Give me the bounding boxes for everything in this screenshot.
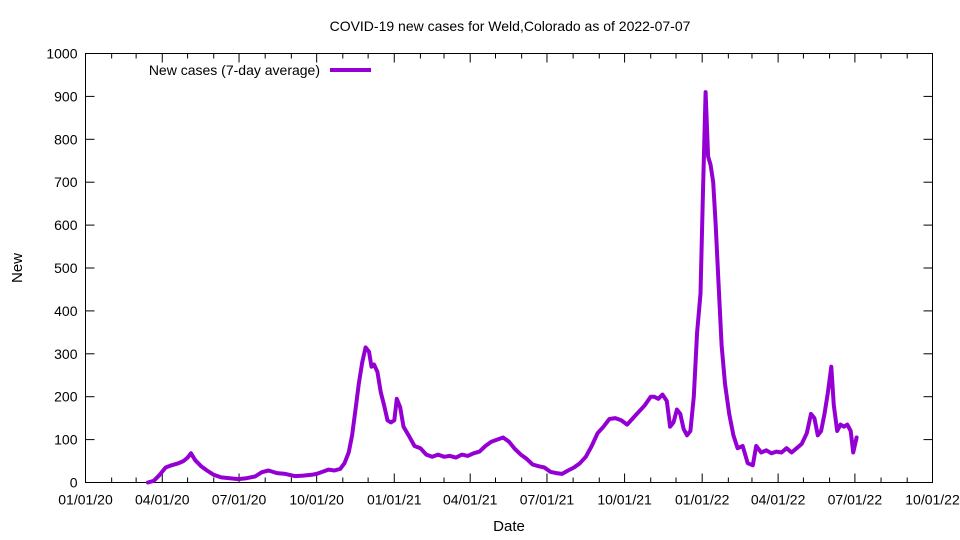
y-tick-label: 200	[54, 389, 78, 405]
y-tick-label: 500	[54, 260, 78, 276]
y-tick-label: 800	[54, 131, 78, 147]
x-tick-label: 10/01/20	[289, 492, 344, 508]
y-tick-label: 700	[54, 174, 78, 190]
x-tick-label: 07/01/22	[828, 492, 883, 508]
chart-title: COVID-19 new cases for Weld,Colorado as …	[330, 18, 691, 34]
plot-frame	[85, 53, 933, 483]
x-tick-label: 04/01/22	[751, 492, 806, 508]
x-tick-label: 01/01/22	[675, 492, 730, 508]
x-axis-ticks: 01/01/20 04/01/20 07/01/20 10/01/20 01/01/21…	[58, 53, 960, 508]
x-axis-title: Date	[493, 518, 525, 535]
y-tick-label: 600	[54, 217, 78, 233]
x-tick-label: 04/01/20	[135, 492, 190, 508]
series-line-new-cases	[145, 90, 859, 485]
y-tick-label: 1000	[46, 46, 77, 62]
x-tick-label: 04/01/21	[443, 492, 498, 508]
x-tick-label: 07/01/21	[520, 492, 575, 508]
y-tick-label: 300	[54, 346, 78, 362]
y-tick-label: 900	[54, 88, 78, 104]
x-tick-label: 01/01/20	[58, 492, 113, 508]
legend-label: New cases (7-day average)	[149, 62, 320, 78]
x-tick-label: 01/01/21	[367, 492, 422, 508]
x-tick-label: 10/01/21	[597, 492, 652, 508]
x-tick-label: 10/01/22	[905, 492, 960, 508]
y-axis-title: New	[9, 253, 26, 283]
y-tick-label: 400	[54, 303, 78, 319]
legend: New cases (7-day average)	[149, 62, 371, 78]
y-axis-ticks: 0 100 200 300 400 500 600 700 800 900 1000	[46, 46, 933, 491]
y-tick-label: 100	[54, 432, 78, 448]
x-tick-label: 07/01/20	[212, 492, 267, 508]
y-tick-label: 0	[70, 475, 78, 491]
